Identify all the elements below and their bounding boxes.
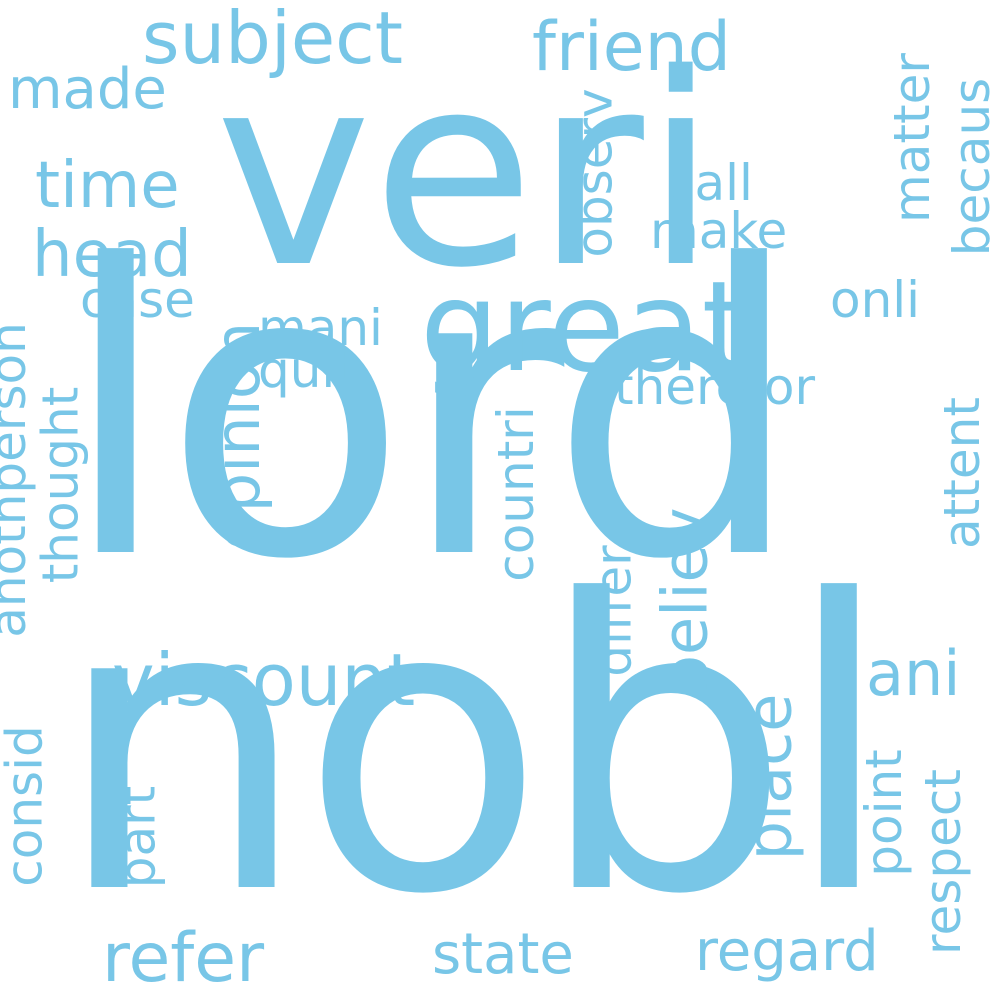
- word-differ: differ: [584, 545, 643, 677]
- word-attent: attent: [932, 397, 991, 549]
- word-onli: onli: [830, 271, 921, 329]
- word-thought: thought: [31, 386, 90, 584]
- word-veri: veri: [215, 18, 718, 326]
- word-matter: matter: [882, 53, 941, 223]
- word-make: make: [650, 202, 788, 260]
- word-mani: mani: [258, 299, 383, 357]
- word-point: point: [854, 749, 913, 877]
- word-great: great: [420, 255, 751, 400]
- word-place: place: [732, 693, 806, 861]
- word-regard: regard: [695, 919, 879, 984]
- word-viscount: viscount: [112, 638, 416, 722]
- word-countri: countri: [486, 406, 545, 582]
- word-subject: subject: [142, 0, 403, 80]
- word-consid: consid: [0, 725, 54, 887]
- word-state: state: [432, 922, 574, 987]
- word-believ: believ: [648, 507, 722, 695]
- word-respect: respect: [913, 769, 972, 955]
- word-refer: refer: [102, 919, 265, 998]
- word-nobl: nobl: [55, 517, 894, 982]
- word-quit: quit: [258, 341, 355, 399]
- word-lord: lord: [60, 182, 803, 647]
- word-case: case: [80, 271, 195, 329]
- word-friend: friend: [532, 8, 731, 87]
- word-time: time: [35, 149, 180, 223]
- word-opinion: opinion: [201, 321, 275, 551]
- word-call: call: [667, 154, 753, 212]
- word-therefor: therefor: [614, 358, 816, 416]
- word-made: made: [8, 57, 167, 122]
- word-anothperson: anothperson: [0, 322, 37, 638]
- word-head: head: [32, 218, 192, 292]
- word-ani: ani: [866, 637, 961, 710]
- word-part: part: [108, 785, 167, 889]
- word-observ: observ: [565, 88, 624, 258]
- word-becaus: becaus: [943, 77, 1000, 257]
